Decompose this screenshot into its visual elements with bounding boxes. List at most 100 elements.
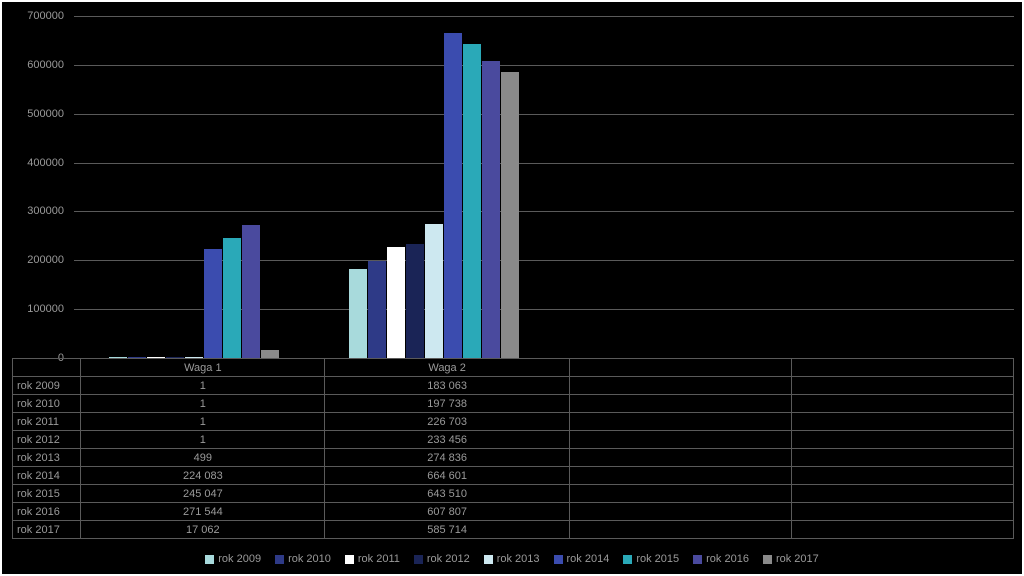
y-tick-label: 300000 [4,205,64,217]
legend-swatch [275,555,284,564]
bar [387,247,405,358]
table-cell: 274 836 [325,449,569,467]
table-row-header: rok 2017 [13,521,81,539]
table-column-empty [569,359,791,377]
table-cell-empty [791,521,1013,539]
table-cell-empty [569,449,791,467]
legend-item: rok 2014 [554,553,610,565]
table-cell: 1 [81,431,325,449]
y-tick-label: 600000 [4,59,64,71]
table-cell-empty [791,467,1013,485]
bar [349,269,367,358]
table-cell-empty [791,395,1013,413]
table-cell: 1 [81,377,325,395]
table-row-header: rok 2016 [13,503,81,521]
legend-label: rok 2017 [776,553,819,565]
table-cell-empty [791,503,1013,521]
table-cell: 245 047 [81,485,325,503]
legend-label: rok 2011 [358,553,400,565]
legend-item: rok 2009 [205,553,261,565]
table-row: rok 201717 062585 714 [13,521,1014,539]
table-cell-empty [791,431,1013,449]
table-row-header: rok 2015 [13,485,81,503]
legend-label: rok 2012 [427,553,470,565]
table-cell: 1 [81,395,325,413]
y-tick-label: 200000 [4,254,64,266]
legend-item: rok 2013 [484,553,540,565]
table-row-header: rok 2009 [13,377,81,395]
table-row: rok 2014224 083664 601 [13,467,1014,485]
table-cell-empty [569,377,791,395]
legend-item: rok 2016 [693,553,749,565]
legend-swatch [693,555,702,564]
table-corner [13,359,81,377]
bar [482,61,500,358]
table-cell: 664 601 [325,467,569,485]
legend-swatch [763,555,772,564]
bar [425,224,443,358]
table-cell: 183 063 [325,377,569,395]
legend-swatch [623,555,632,564]
bar [368,261,386,358]
table-cell: 643 510 [325,485,569,503]
table-row: rok 2015245 047643 510 [13,485,1014,503]
legend-swatch [414,555,423,564]
table-cell-empty [791,377,1013,395]
table-cell-empty [569,467,791,485]
table-cell: 1 [81,413,325,431]
legend-item: rok 2011 [345,553,400,565]
legend: rok 2009 rok 2010 rok 2011 rok 2012 rok 2013… [2,553,1022,565]
table-cell-empty [569,521,791,539]
table-cell-empty [791,413,1013,431]
bar [242,225,260,358]
table-row: rok 20091183 063 [13,377,1014,395]
table-cell: 585 714 [325,521,569,539]
table-row: rok 2013499274 836 [13,449,1014,467]
legend-item: rok 2010 [275,553,331,565]
table-cell: 224 083 [81,467,325,485]
table-column-header: Waga 2 [325,359,569,377]
table-row: rok 2016271 544607 807 [13,503,1014,521]
legend-item: rok 2017 [763,553,819,565]
bar [501,72,519,358]
chart-frame: 0100000200000300000400000500000600000700… [0,0,1024,576]
y-tick-label: 100000 [4,303,64,315]
bar [463,44,481,358]
plot-area [74,16,1014,358]
table-cell: 499 [81,449,325,467]
legend-label: rok 2014 [567,553,610,565]
bar [261,350,279,358]
legend-item: rok 2015 [623,553,679,565]
table-row: rok 20121233 456 [13,431,1014,449]
table-row-header: rok 2014 [13,467,81,485]
table-cell: 17 062 [81,521,325,539]
bar [223,238,241,358]
table-cell-empty [569,503,791,521]
y-tick-label: 700000 [4,10,64,22]
table-cell: 271 544 [81,503,325,521]
table-row: rok 20111226 703 [13,413,1014,431]
table-column-header: Waga 1 [81,359,325,377]
bar [406,244,424,358]
legend-label: rok 2016 [706,553,749,565]
legend-label: rok 2013 [497,553,540,565]
table-cell-empty [569,413,791,431]
legend-label: rok 2009 [218,553,261,565]
bar [204,249,222,358]
table-cell-empty [791,449,1013,467]
table-cell-empty [569,485,791,503]
table-row-header: rok 2011 [13,413,81,431]
table-row-header: rok 2013 [13,449,81,467]
legend-label: rok 2010 [288,553,331,565]
bar [444,33,462,358]
table-row-header: rok 2012 [13,431,81,449]
table-cell-empty [569,431,791,449]
legend-label: rok 2015 [636,553,679,565]
table-cell: 226 703 [325,413,569,431]
table-cell-empty [569,395,791,413]
legend-swatch [205,555,214,564]
y-tick-label: 500000 [4,108,64,120]
table-cell-empty [791,485,1013,503]
data-table: Waga 1Waga 2 rok 20091183 063rok 2010119… [12,358,1014,539]
legend-swatch [554,555,563,564]
